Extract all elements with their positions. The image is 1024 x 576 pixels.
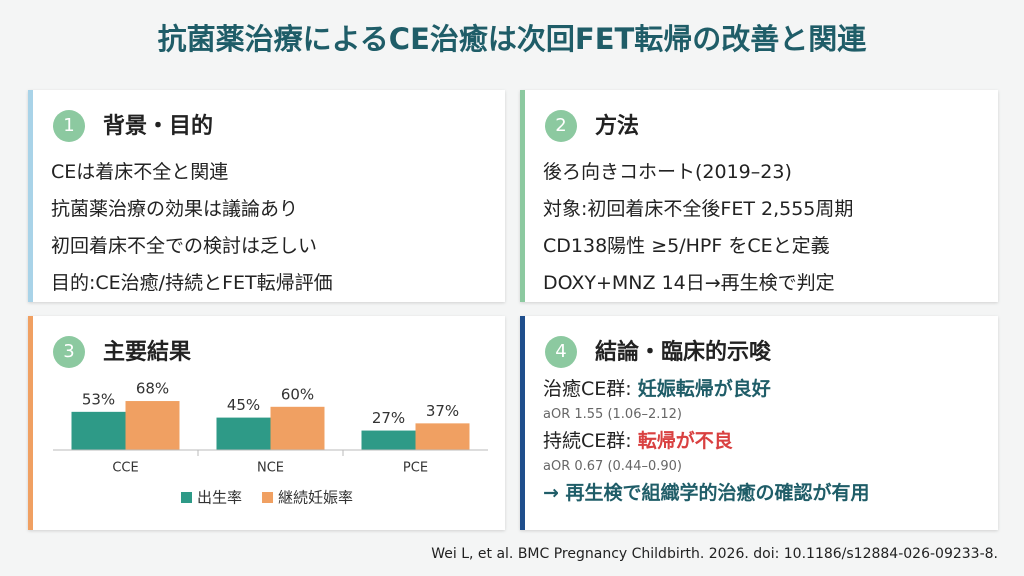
bar: [216, 417, 271, 450]
bar: [71, 411, 126, 450]
item-text: 治癒CE群:: [543, 378, 638, 400]
panel-number: 4: [545, 336, 577, 368]
item-text: → 再生検で組織学的治癒の確認が有用: [543, 482, 870, 504]
bar: [270, 406, 325, 450]
legend-swatch: [181, 492, 192, 503]
panel-heading: 背景・目的: [103, 114, 214, 139]
item: 持続CE群: 転帰が不良: [543, 426, 870, 456]
panel-number: 1: [53, 110, 85, 142]
panel-items: 治癒CE群: 妊娠転帰が良好 aOR 1.55 (1.06–2.12) 持続CE…: [543, 374, 870, 508]
panel-number: 3: [53, 336, 85, 368]
line: 初回着床不全での検討は乏しい: [51, 235, 318, 257]
item-highlight: 転帰が不良: [637, 430, 733, 452]
value-label: 27%: [372, 409, 405, 427]
line: 目的:CE治癒/持続とFET転帰評価: [51, 272, 333, 294]
line: 抗菌薬治療の効果は議論あり: [51, 198, 299, 220]
item-text: 持続CE群:: [543, 430, 638, 452]
panel: 2 方法 後ろ向きコホート(2019–23) 対象:初回着床不全後FET 2,5…: [520, 90, 998, 302]
slide-title: 抗菌薬治療によるCE治癒は次回FET転帰の改善と関連: [157, 22, 867, 56]
value-label: 68%: [136, 380, 169, 398]
line: 対象:初回着床不全後FET 2,555周期: [543, 198, 854, 220]
panel: 1 背景・目的 CEは着床不全と関連 抗菌薬治療の効果は議論あり 初回着床不全で…: [28, 90, 505, 302]
panel-lines: CEは着床不全と関連 抗菌薬治療の効果は議論あり 初回着床不全での検討は乏しい …: [51, 154, 333, 302]
panel: 3 主要結果 CCE 53% 68% NCE 45% 60% PCE 27% 37% 出生率 継続妊…: [28, 316, 505, 530]
citation: Wei L, et al. BMC Pregnancy Childbirth. …: [431, 546, 998, 562]
bar: [415, 423, 470, 450]
panel-heading: 主要結果: [103, 340, 192, 365]
x-tick-label: PCE: [403, 461, 428, 476]
line: DOXY+MNZ 14日→再生検で判定: [543, 272, 835, 294]
panel-lines: 後ろ向きコホート(2019–23) 対象:初回着床不全後FET 2,555周期 …: [543, 154, 853, 302]
panel-heading: 方法: [595, 114, 640, 139]
value-label: 37%: [426, 402, 459, 420]
item-note: aOR 0.67 (0.44–0.90): [543, 459, 682, 474]
panel-heading: 結論・臨床的示唆: [595, 340, 772, 365]
value-label: 60%: [281, 385, 314, 403]
chart: CCE 53% 68% NCE 45% 60% PCE 27% 37% 出生率 継続妊娠率: [53, 380, 488, 507]
line: 後ろ向きコホート(2019–23): [543, 161, 792, 183]
line: CEは着床不全と関連: [51, 161, 229, 183]
x-tick-label: CCE: [112, 461, 138, 476]
item-note: aOR 1.55 (1.06–2.12): [543, 407, 682, 422]
panel-number: 2: [545, 110, 577, 142]
item: 治癒CE群: 妊娠転帰が良好: [543, 374, 870, 404]
panel: 4 結論・臨床的示唆 治癒CE群: 妊娠転帰が良好 aOR 1.55 (1.06…: [520, 316, 998, 530]
legend-label: 継続妊娠率: [278, 489, 353, 507]
value-label: 45%: [227, 396, 260, 414]
value-label: 53%: [82, 390, 115, 408]
bar: [361, 430, 416, 450]
item-highlight: 妊娠転帰が良好: [637, 378, 771, 400]
x-tick-label: NCE: [257, 461, 284, 476]
line: CD138陽性 ≥5/HPF をCEと定義: [543, 235, 830, 257]
bar: [125, 401, 180, 450]
legend-swatch: [262, 492, 274, 503]
legend-label: 出生率: [197, 489, 242, 507]
